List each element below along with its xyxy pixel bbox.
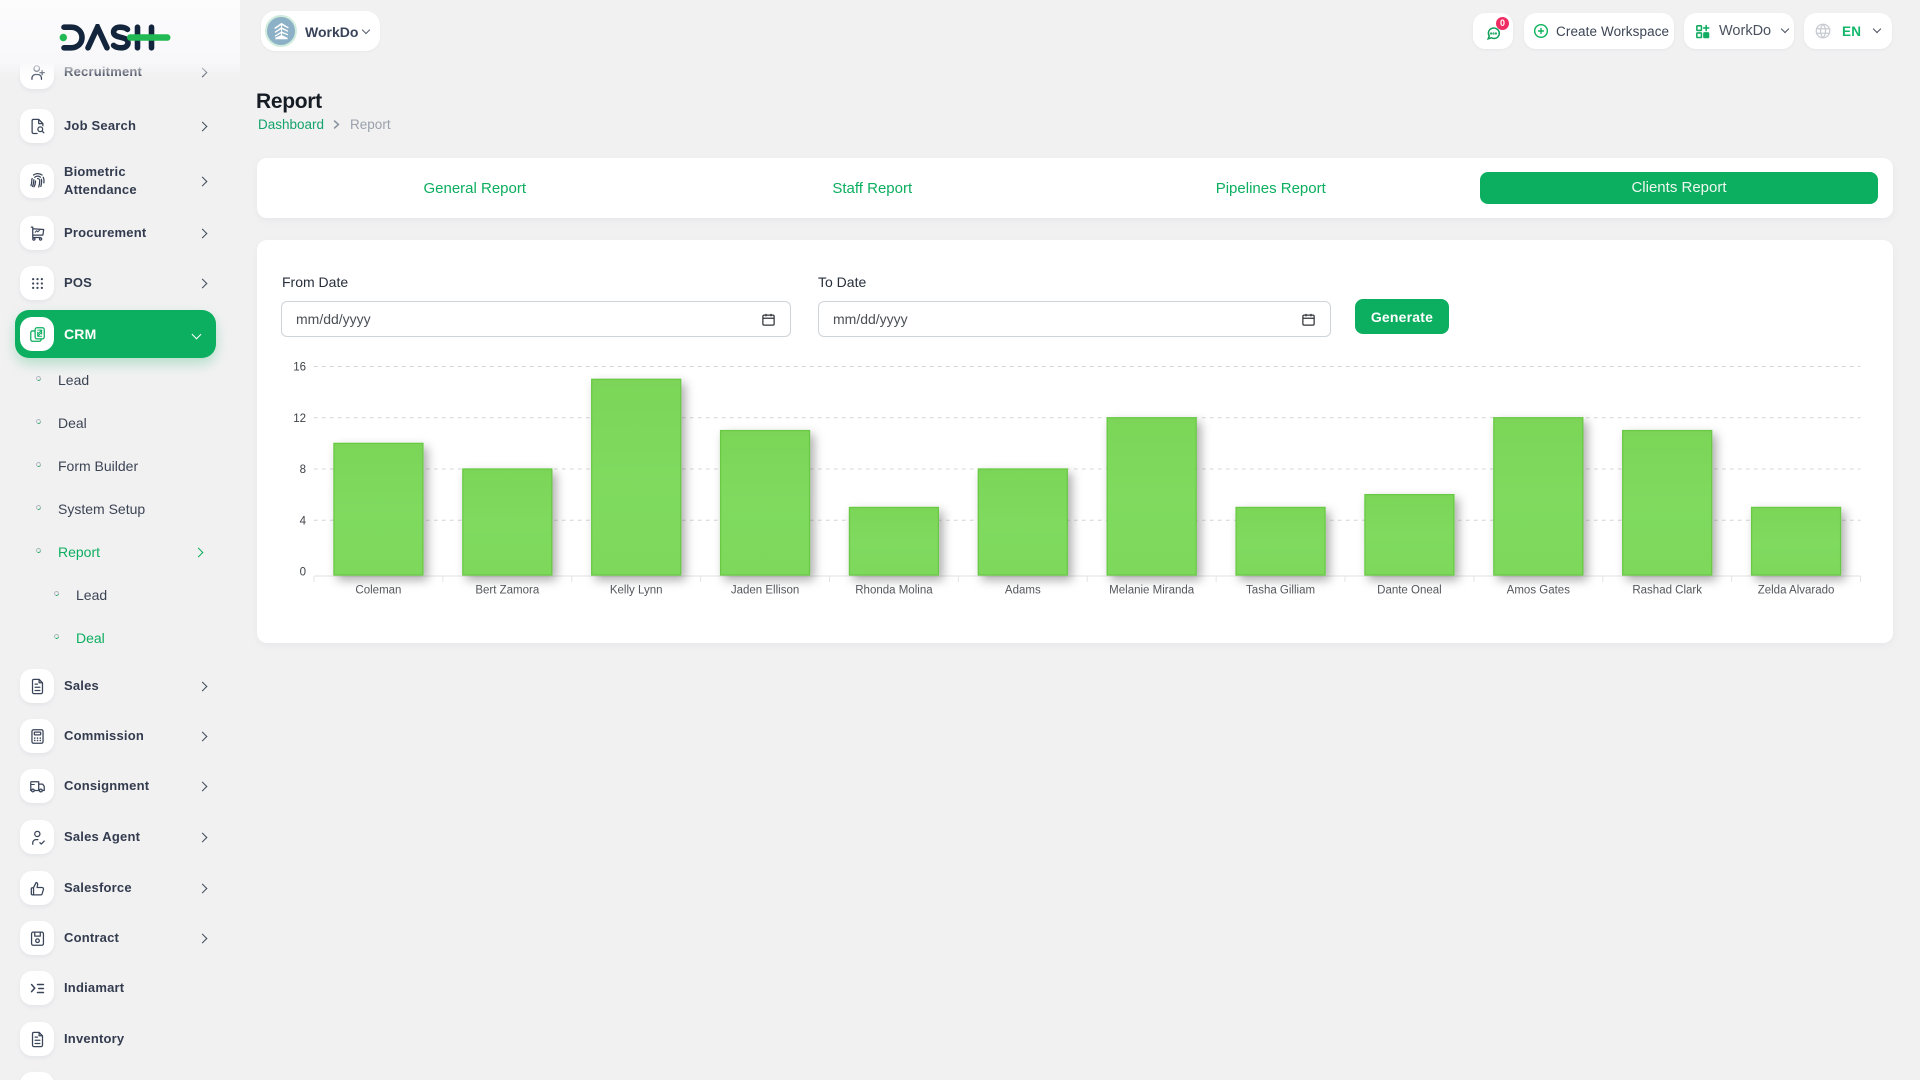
svg-text:4: 4: [300, 515, 307, 527]
svg-text:Bert Zamora: Bert Zamora: [475, 585, 540, 597]
svg-text:Adams: Adams: [1005, 585, 1041, 597]
svg-text:Dante Oneal: Dante Oneal: [1377, 585, 1442, 597]
svg-text:Rhonda Molina: Rhonda Molina: [855, 585, 933, 597]
svg-text:Zelda Alvarado: Zelda Alvarado: [1758, 585, 1835, 597]
svg-text:Rashad Clark: Rashad Clark: [1632, 585, 1702, 597]
svg-text:Melanie Miranda: Melanie Miranda: [1109, 585, 1195, 597]
svg-text:Kelly Lynn: Kelly Lynn: [610, 585, 663, 597]
svg-text:Amos Gates: Amos Gates: [1507, 585, 1571, 597]
svg-text:Jaden Ellison: Jaden Ellison: [731, 585, 799, 597]
svg-text:12: 12: [293, 413, 306, 425]
svg-text:16: 16: [293, 362, 306, 374]
svg-text:8: 8: [300, 464, 306, 476]
svg-text:Coleman: Coleman: [355, 585, 401, 597]
svg-text:0: 0: [300, 567, 306, 579]
svg-text:Tasha Gilliam: Tasha Gilliam: [1246, 585, 1315, 597]
